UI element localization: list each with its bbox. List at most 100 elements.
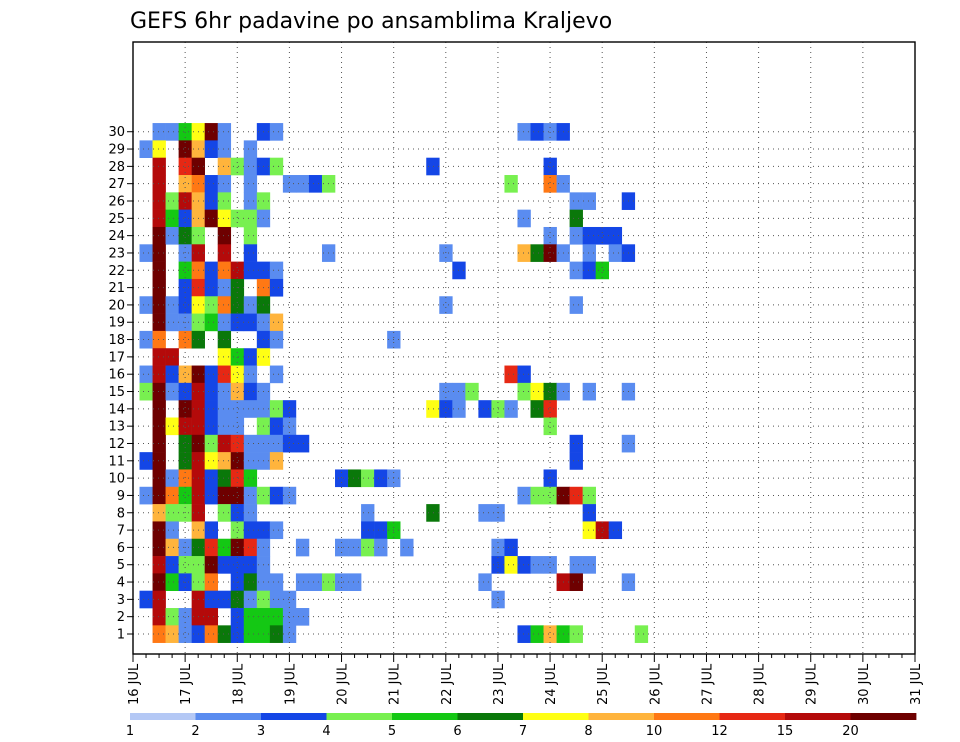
x-tick-label: 25 JUL bbox=[596, 663, 611, 705]
heatmap-cell bbox=[504, 400, 518, 418]
heatmap-cell bbox=[269, 313, 284, 332]
heatmap-cell bbox=[543, 382, 557, 401]
heatmap-cell bbox=[569, 192, 583, 210]
heatmap-cell bbox=[569, 434, 583, 453]
heatmap-cell bbox=[217, 365, 232, 384]
heatmap-cell bbox=[269, 400, 284, 418]
heatmap-cell bbox=[204, 278, 219, 297]
colorbar: 1 2 3 4 5 6 7 8 10 12 15 20 bbox=[126, 713, 917, 739]
heatmap-cell bbox=[165, 469, 179, 488]
heatmap-cell bbox=[439, 382, 453, 401]
heatmap-cell bbox=[152, 417, 166, 436]
heatmap-cell bbox=[282, 625, 297, 643]
heatmap-cell bbox=[204, 209, 219, 228]
heatmap-cell bbox=[165, 486, 179, 505]
heatmap-cell bbox=[217, 348, 232, 366]
heatmap-cell bbox=[582, 504, 596, 522]
heatmap-cell bbox=[230, 590, 245, 609]
colorbar-label: 2 bbox=[191, 724, 199, 739]
heatmap-cell bbox=[582, 226, 596, 245]
heatmap-cell bbox=[217, 556, 232, 574]
heatmap-cell bbox=[269, 625, 284, 643]
heatmap-cell bbox=[165, 625, 179, 643]
heatmap-cell bbox=[517, 244, 531, 262]
heatmap-cell bbox=[204, 486, 219, 505]
heatmap-cell bbox=[178, 244, 192, 262]
x-tick-label: 27 JUL bbox=[700, 663, 715, 705]
heatmap-cell bbox=[152, 486, 166, 505]
heatmap-cell bbox=[204, 573, 219, 591]
heatmap-cell bbox=[139, 486, 153, 505]
y-tick-label: 16 bbox=[108, 368, 125, 383]
heatmap-cell bbox=[217, 175, 232, 193]
heatmap-cell bbox=[569, 573, 583, 591]
heatmap-cell bbox=[530, 625, 544, 643]
y-tick-label: 29 bbox=[108, 143, 125, 158]
y-tick-label: 8 bbox=[117, 506, 125, 521]
heatmap-cell bbox=[165, 521, 179, 540]
heatmap-cell bbox=[243, 175, 258, 193]
heatmap-cell bbox=[152, 400, 166, 418]
heatmap-cell bbox=[178, 625, 192, 643]
heatmap-cell bbox=[426, 400, 440, 418]
y-tick-label: 23 bbox=[108, 246, 125, 261]
heatmap-cell bbox=[335, 469, 349, 488]
heatmap-cell bbox=[282, 486, 297, 505]
heatmap-cell bbox=[204, 313, 219, 332]
heatmap-cell bbox=[139, 140, 153, 158]
heatmap-cell bbox=[374, 469, 388, 488]
heatmap-cell bbox=[152, 209, 166, 228]
heatmap-cell bbox=[178, 175, 192, 193]
heatmap-cell bbox=[243, 486, 258, 505]
heatmap-cell bbox=[152, 521, 166, 540]
heatmap-cell bbox=[243, 140, 258, 158]
heatmap-cell bbox=[543, 486, 557, 505]
heatmap-cell bbox=[374, 521, 388, 540]
x-tick-label: 28 JUL bbox=[753, 663, 768, 705]
y-tick-label: 1 bbox=[117, 628, 125, 643]
heatmap-cell bbox=[230, 625, 245, 643]
heatmap-cell bbox=[243, 382, 258, 401]
heatmap-cell bbox=[504, 175, 518, 193]
heatmap-cell bbox=[543, 556, 557, 574]
heatmap-cell bbox=[204, 538, 219, 557]
heatmap-cell bbox=[204, 175, 219, 193]
heatmap-cell bbox=[582, 556, 596, 574]
colorbar-segment bbox=[785, 713, 851, 720]
heatmap-cell bbox=[178, 556, 192, 574]
heatmap-cell bbox=[543, 157, 557, 176]
heatmap-cell bbox=[230, 608, 245, 626]
heatmap-cell bbox=[217, 140, 232, 158]
colorbar-label: 1 bbox=[126, 724, 134, 739]
heatmap-cell bbox=[530, 486, 544, 505]
heatmap-cell bbox=[178, 400, 192, 418]
heatmap-cell bbox=[152, 469, 166, 488]
colorbar-segment bbox=[654, 713, 720, 720]
heatmap-cell bbox=[282, 434, 297, 453]
heatmap-cell bbox=[139, 296, 153, 314]
heatmap-cell bbox=[295, 434, 310, 453]
heatmap-cell bbox=[569, 486, 583, 505]
heatmap-cell bbox=[152, 192, 166, 210]
heatmap-cell bbox=[217, 504, 232, 522]
heatmap-cell bbox=[152, 452, 166, 470]
heatmap-cell bbox=[348, 469, 362, 488]
heatmap-cell bbox=[400, 538, 414, 557]
heatmap-cell bbox=[243, 400, 258, 418]
heatmap-cell bbox=[152, 123, 166, 141]
heatmap-cell bbox=[243, 538, 258, 557]
x-axis: 16 JUL 17 JUL 18 JUL 19 JUL 20 JUL 21 JUL 22 J… bbox=[127, 654, 924, 705]
heatmap-cell bbox=[439, 400, 453, 418]
heatmap-cell bbox=[582, 261, 596, 280]
heatmap-cell bbox=[178, 486, 192, 505]
heatmap-cell bbox=[517, 209, 531, 228]
heatmap-cell bbox=[269, 123, 284, 141]
heatmap-cell bbox=[165, 209, 179, 228]
colorbar-label: 20 bbox=[842, 724, 859, 739]
heatmap-cell bbox=[204, 521, 219, 540]
x-tick-label: 23 JUL bbox=[492, 663, 507, 705]
heatmap-cell bbox=[217, 452, 232, 470]
heatmap-cell bbox=[517, 365, 531, 384]
heatmap-cell bbox=[295, 573, 310, 591]
heatmap-cell bbox=[178, 157, 192, 176]
